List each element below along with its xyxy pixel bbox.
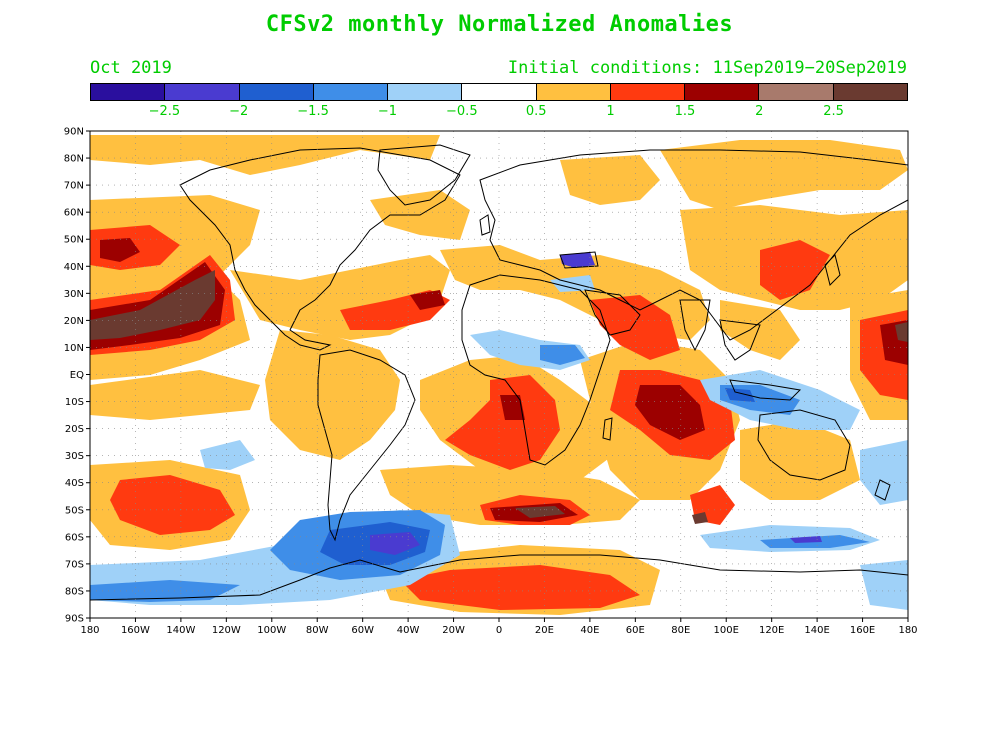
lat-label: 10S: [65, 397, 84, 408]
colorbar-segment: [462, 84, 537, 100]
lon-label: 60E: [626, 625, 645, 636]
lat-label: 80S: [65, 586, 84, 597]
lon-label: 120E: [759, 625, 784, 636]
lon-label: 160W: [121, 625, 150, 636]
lat-label: 50S: [65, 505, 84, 516]
colorbar-segment: [759, 84, 834, 100]
lon-label: 180: [80, 625, 99, 636]
colorbar-segment: [165, 84, 240, 100]
lon-label: 20W: [442, 625, 465, 636]
lon-label: 120W: [212, 625, 241, 636]
colorbar: [90, 83, 908, 101]
colorbar-label: −1: [377, 104, 398, 119]
lon-label: 100E: [714, 625, 739, 636]
colorbar-label: −1.5: [297, 104, 329, 119]
initial-conditions: Initial conditions: 11Sep2019−20Sep2019: [507, 58, 907, 78]
lon-label: 20E: [535, 625, 554, 636]
anomaly-map: 90N 80N 70N 60N 50N 40N 30N 20N 10N EQ 10S 20S 30S 40…: [64, 127, 918, 637]
colorbar-label: 1: [606, 104, 615, 119]
colorbar-segment: [91, 84, 166, 100]
colorbar-segment: [685, 84, 760, 100]
colorbar-label: 2.5: [823, 104, 844, 119]
lon-label: 0: [496, 625, 502, 636]
lat-label: 20N: [64, 316, 84, 327]
chart-title: CFSv2 monthly Normalized Anomalies: [265, 12, 734, 37]
colorbar-segment: [388, 84, 463, 100]
lon-label: 40W: [397, 625, 420, 636]
colorbar-segment: [833, 84, 907, 100]
colorbar-label: 1.5: [674, 104, 696, 119]
axis-ticks: [86, 130, 909, 622]
colorbar-segment: [313, 84, 389, 100]
lat-label: 90N: [64, 127, 84, 138]
lon-label: 140E: [804, 625, 829, 636]
colorbar-label: 0.5: [525, 104, 547, 119]
lon-label: 180: [898, 625, 917, 636]
lat-label: 40N: [64, 262, 84, 273]
colorbar-labels: −2.5 −2 −1.5 −1 −0.5 0.5 1 1.5 2 2.5: [90, 104, 908, 120]
colorbar-label: −2.5: [148, 104, 181, 119]
lon-label: 160E: [850, 625, 875, 636]
lon-label: 100W: [257, 625, 286, 636]
colorbar-segment: [536, 84, 611, 100]
colorbar-segment: [239, 84, 314, 100]
lat-label: 40S: [65, 478, 84, 489]
lat-label: 80N: [64, 154, 84, 165]
lat-label: 70N: [64, 181, 84, 192]
latitude-labels: 90N 80N 70N 60N 50N 40N 30N 20N 10N EQ 10S 20S 30S 40…: [64, 127, 84, 625]
lon-label: 60W: [351, 625, 374, 636]
lat-label: 60S: [65, 532, 84, 543]
colorbar-segment: [610, 84, 686, 100]
lon-label: 80E: [671, 625, 690, 636]
lat-label: 30S: [65, 451, 84, 462]
lat-label: 60N: [64, 208, 84, 219]
lat-label: 20S: [65, 424, 84, 435]
forecast-month: Oct 2019: [90, 58, 172, 78]
lon-label: 80W: [306, 625, 329, 636]
lon-label: 40E: [580, 625, 599, 636]
lat-label: 10N: [64, 343, 84, 354]
graticule: [90, 131, 908, 618]
extreme-cool-regions: [370, 252, 822, 555]
colorbar-label: 2: [755, 104, 764, 119]
longitude-labels: 180 160W 140W 120W 100W 80W 60W 40W 20W 0 20E 40E 60…: [80, 625, 917, 636]
colorbar-label: −0.5: [446, 104, 478, 119]
coastlines: [90, 144, 908, 601]
colorbar-label: −2: [229, 104, 249, 119]
lat-label: EQ: [70, 370, 84, 381]
lat-label: 90S: [65, 614, 84, 625]
lat-label: 50N: [64, 235, 84, 246]
lat-label: 70S: [65, 559, 84, 570]
max-warm-regions: [90, 270, 908, 524]
lat-label: 30N: [64, 289, 84, 300]
lon-label: 140W: [166, 625, 195, 636]
